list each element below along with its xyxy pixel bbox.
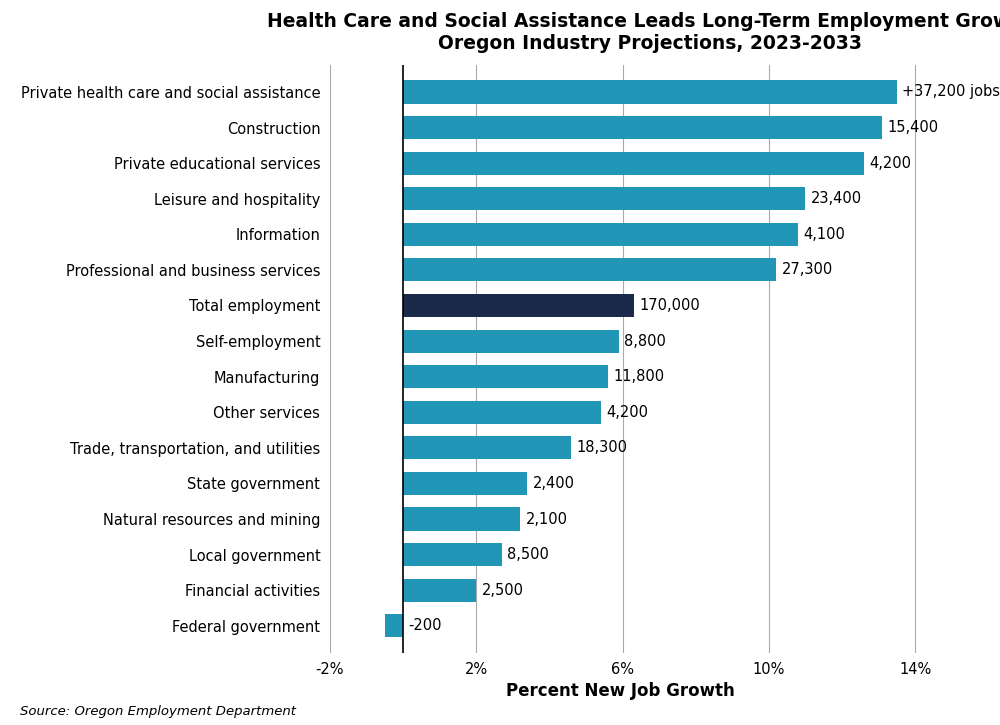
Title: Health Care and Social Assistance Leads Long-Term Employment Growth
Oregon Indus: Health Care and Social Assistance Leads … xyxy=(267,12,1000,53)
Text: 170,000: 170,000 xyxy=(639,298,700,313)
Text: 8,800: 8,800 xyxy=(624,334,666,349)
Text: 15,400: 15,400 xyxy=(888,120,939,135)
Text: -200: -200 xyxy=(409,618,442,634)
Bar xyxy=(403,223,798,246)
Text: 11,800: 11,800 xyxy=(613,369,665,384)
Text: 2,400: 2,400 xyxy=(533,476,575,491)
Bar xyxy=(385,614,403,637)
Bar xyxy=(403,80,897,104)
Bar xyxy=(403,543,502,566)
Text: 4,200: 4,200 xyxy=(606,405,648,420)
Bar xyxy=(403,187,805,210)
Bar xyxy=(403,436,571,460)
Bar xyxy=(403,472,527,495)
Text: 27,300: 27,300 xyxy=(782,262,833,278)
Text: 23,400: 23,400 xyxy=(811,191,862,206)
Text: +37,200 jobs: +37,200 jobs xyxy=(902,84,1000,99)
Bar xyxy=(403,329,619,352)
Bar xyxy=(403,507,520,531)
Bar xyxy=(403,365,608,389)
Text: Percent New Job Growth: Percent New Job Growth xyxy=(506,682,734,700)
Bar xyxy=(403,152,864,175)
Bar xyxy=(403,579,476,602)
Text: 4,200: 4,200 xyxy=(869,156,911,170)
Bar xyxy=(403,294,634,317)
Text: 2,500: 2,500 xyxy=(482,583,524,597)
Text: 18,300: 18,300 xyxy=(577,440,628,455)
Bar xyxy=(403,401,601,424)
Text: 8,500: 8,500 xyxy=(507,547,549,562)
Text: Source: Oregon Employment Department: Source: Oregon Employment Department xyxy=(20,705,296,718)
Text: 4,100: 4,100 xyxy=(804,227,845,242)
Bar xyxy=(403,258,776,281)
Bar xyxy=(403,116,882,139)
Text: 2,100: 2,100 xyxy=(526,512,568,526)
